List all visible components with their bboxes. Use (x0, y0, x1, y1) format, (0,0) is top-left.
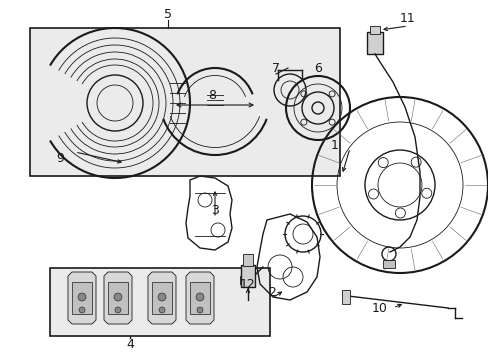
Text: 3: 3 (211, 203, 219, 216)
Circle shape (114, 293, 122, 301)
Bar (241, 265, 254, 287)
Circle shape (197, 307, 203, 313)
Text: 5: 5 (163, 8, 172, 21)
Circle shape (196, 293, 203, 301)
Bar (366, 32, 382, 54)
Text: 7: 7 (271, 62, 280, 75)
Text: 6: 6 (313, 62, 321, 75)
Bar (50, 268, 269, 336)
Bar (382, 260, 394, 268)
Bar (108, 282, 128, 314)
Bar (243, 254, 252, 266)
Circle shape (115, 307, 121, 313)
Bar (72, 282, 92, 314)
Circle shape (78, 293, 86, 301)
Circle shape (159, 307, 164, 313)
Text: 9: 9 (56, 152, 64, 165)
Text: 2: 2 (267, 285, 275, 298)
Text: 11: 11 (399, 12, 415, 24)
Text: 10: 10 (371, 302, 387, 315)
Bar (152, 282, 172, 314)
Text: 4: 4 (126, 338, 134, 351)
Text: 1: 1 (330, 139, 338, 152)
Circle shape (79, 307, 85, 313)
Text: 8: 8 (207, 89, 216, 102)
Bar (341, 290, 349, 304)
Text: 12: 12 (240, 279, 255, 292)
Bar (369, 26, 379, 34)
Polygon shape (185, 272, 214, 324)
Bar (30, 28, 339, 176)
Circle shape (158, 293, 165, 301)
Bar (190, 282, 209, 314)
Polygon shape (104, 272, 132, 324)
Polygon shape (148, 272, 176, 324)
Polygon shape (68, 272, 96, 324)
Bar (240, 276, 253, 284)
